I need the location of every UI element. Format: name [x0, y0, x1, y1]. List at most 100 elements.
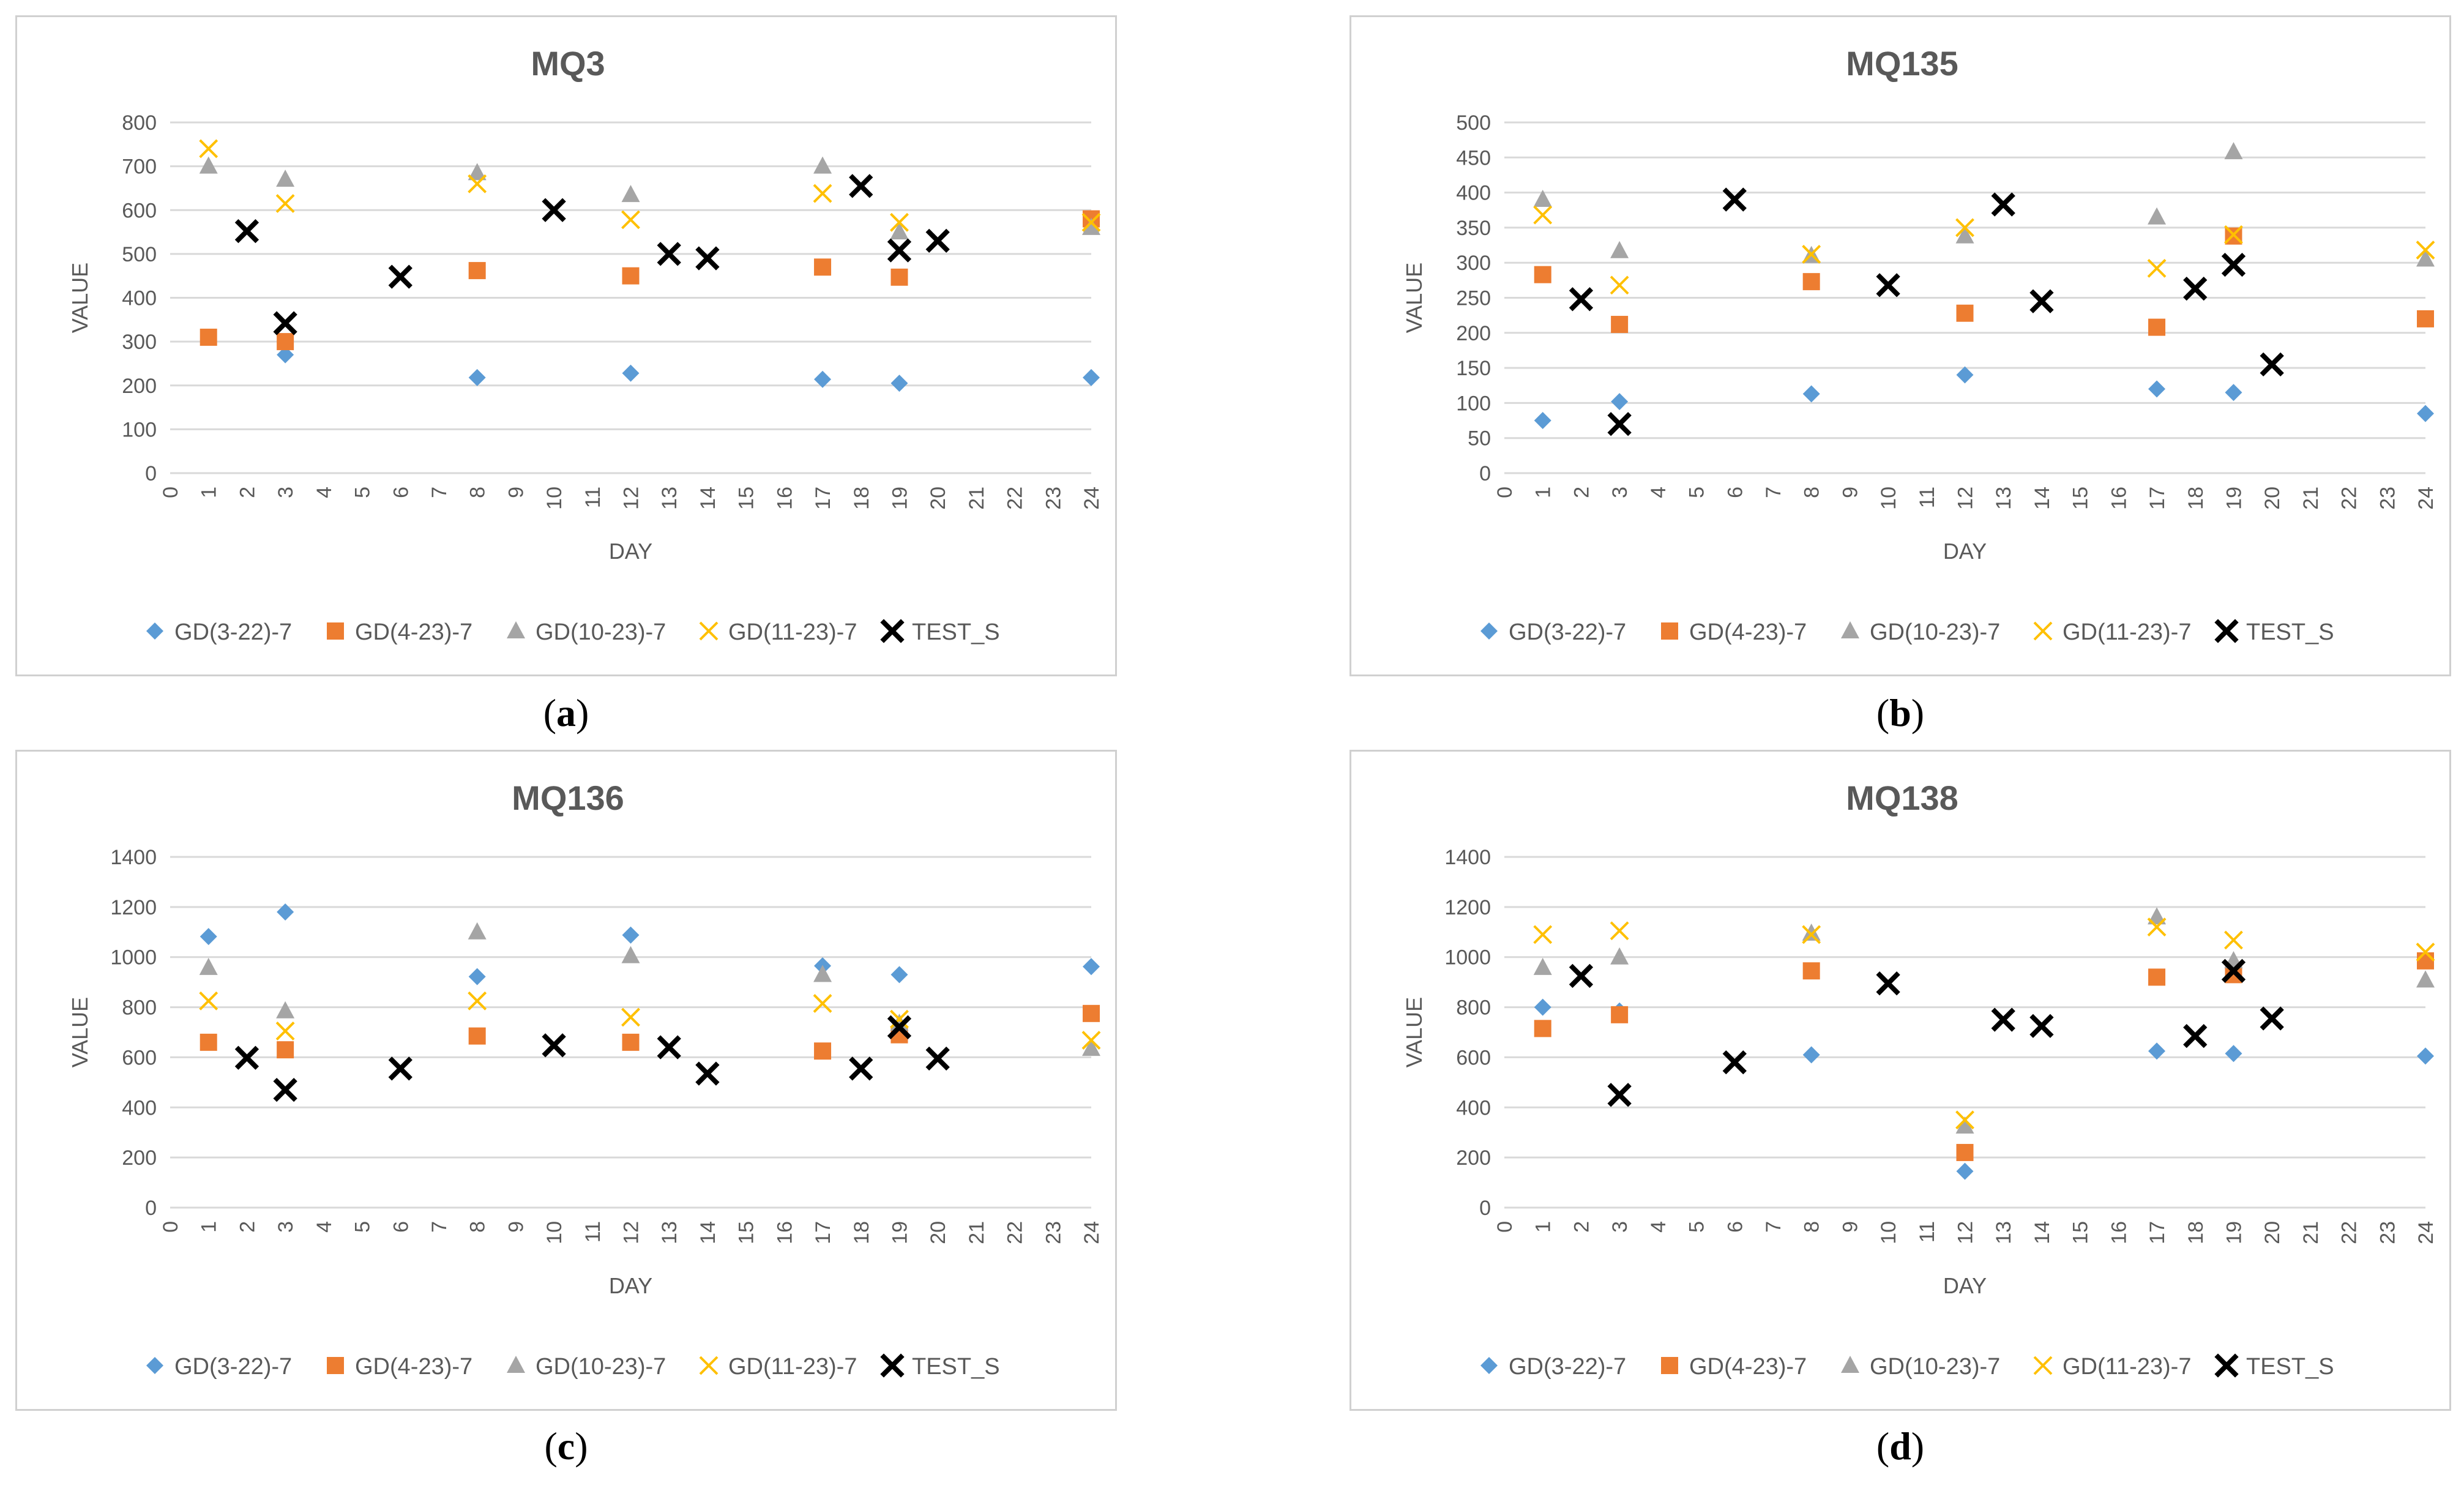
y-tick-label: 0: [1479, 462, 1491, 485]
data-point: [1956, 366, 1974, 384]
data-point: [200, 1033, 217, 1051]
x-tick-label: 23: [2376, 487, 2399, 510]
series-4: [234, 1015, 950, 1102]
data-point: [199, 156, 218, 174]
data-point: [1802, 1046, 1820, 1064]
data-point: [2148, 318, 2166, 336]
chart-panel-a: MQ3 0 100 200 300 400 500 600 700 800 0 1 2 3 4 5 6 7 8 9 10…: [15, 15, 1117, 676]
data-point: [1802, 925, 1821, 944]
x-tick-label: 12: [1954, 1221, 1977, 1244]
y-tick-label: 50: [1468, 427, 1491, 450]
x-tick-label: 7: [428, 1221, 451, 1233]
x-tick-label: 10: [1877, 487, 1900, 510]
data-point: [1083, 1004, 1100, 1022]
x-tick-label: 9: [504, 1221, 528, 1233]
data-point: [2148, 1042, 2166, 1060]
data-point: [468, 262, 486, 280]
data-point: [1534, 1020, 1551, 1037]
x-tick-label: 9: [1839, 1221, 1862, 1233]
legend-label: TEST_S: [912, 1354, 1000, 1380]
series-2: [199, 156, 1100, 240]
data-point: [1955, 1110, 1974, 1130]
x-tick-label: 11: [1916, 1221, 1939, 1242]
y-tick-label: 200: [122, 375, 157, 398]
data-point: [1956, 304, 1974, 322]
data-point: [234, 219, 259, 244]
data-point: [2029, 289, 2054, 313]
x-tick-label: 17: [2146, 487, 2169, 510]
y-tick-label: 400: [122, 287, 157, 310]
x-tick-label: 19: [888, 487, 911, 510]
legend-marker: [1841, 621, 1859, 638]
data-point: [1611, 393, 1629, 411]
data-point: [1611, 316, 1629, 334]
data-point: [622, 267, 640, 285]
y-tick-label: 800: [122, 111, 157, 135]
y-tick-label: 1200: [1444, 896, 1491, 919]
data-point: [813, 994, 832, 1013]
series-3: [199, 139, 1101, 232]
data-point: [1802, 245, 1821, 264]
data-point: [890, 375, 908, 392]
legend-label: GD(10-23)-7: [1870, 1354, 2000, 1380]
y-tick-label: 600: [122, 199, 157, 222]
series-1: [200, 210, 1100, 351]
x-tick-label: 1: [198, 1221, 221, 1233]
data-point: [542, 198, 566, 222]
x-tick-label: 6: [1723, 487, 1747, 498]
data-point: [1802, 923, 1821, 941]
x-tick-label: 18: [2184, 1221, 2208, 1244]
data-point: [277, 903, 294, 921]
data-point: [2416, 249, 2435, 267]
x-tick-label: 15: [2069, 487, 2093, 510]
data-point: [1081, 212, 1101, 232]
legend-label: TEST_S: [2246, 619, 2334, 645]
data-point: [199, 139, 218, 159]
legend-marker: [2033, 1356, 2053, 1375]
x-tick-label: 3: [274, 487, 297, 498]
data-point: [2225, 1045, 2242, 1063]
x-tick-label: 14: [696, 1221, 720, 1244]
data-point: [621, 946, 640, 963]
x-tick-label: 7: [1762, 1221, 1785, 1233]
series-4: [1569, 958, 2284, 1107]
data-point: [2417, 1047, 2434, 1065]
data-point: [1081, 1031, 1101, 1050]
data-point: [1610, 921, 1629, 941]
x-tick-label: 11: [1916, 487, 1939, 508]
data-point: [2147, 258, 2167, 278]
data-point: [468, 991, 487, 1011]
x-tick-label: 4: [313, 1221, 336, 1233]
y-tick-label: 200: [1456, 322, 1491, 345]
y-axis-label: VALUE: [67, 997, 92, 1067]
data-point: [1533, 957, 1552, 975]
x-tick-label: 17: [812, 487, 835, 510]
data-point: [657, 1035, 681, 1059]
y-tick-label: 0: [145, 1197, 157, 1220]
x-tick-label: 13: [658, 487, 681, 510]
y-tick-label: 300: [122, 331, 157, 354]
x-tick-label: 21: [965, 487, 988, 510]
data-point: [1722, 1050, 1747, 1075]
data-point: [622, 1033, 640, 1051]
legend-label: TEST_S: [912, 619, 1000, 645]
data-point: [1610, 947, 1629, 965]
x-tick-label: 10: [543, 487, 566, 510]
x-tick-label: 0: [159, 1221, 182, 1233]
data-point: [1956, 1162, 1974, 1180]
y-tick-label: 500: [122, 243, 157, 266]
legend-label: GD(3-22)-7: [1509, 1354, 1626, 1380]
x-tick-label: 15: [735, 1221, 758, 1244]
y-tick-label: 400: [1456, 1096, 1491, 1119]
y-tick-label: 100: [1456, 392, 1491, 415]
data-point: [1955, 218, 1974, 237]
data-point: [1955, 226, 1974, 244]
y-axis-label: VALUE: [1402, 263, 1427, 333]
x-tick-label: 22: [1004, 1221, 1027, 1244]
data-point: [2183, 276, 2208, 301]
y-tick-label: 200: [1456, 1146, 1491, 1170]
y-tick-label: 800: [1456, 996, 1491, 1020]
